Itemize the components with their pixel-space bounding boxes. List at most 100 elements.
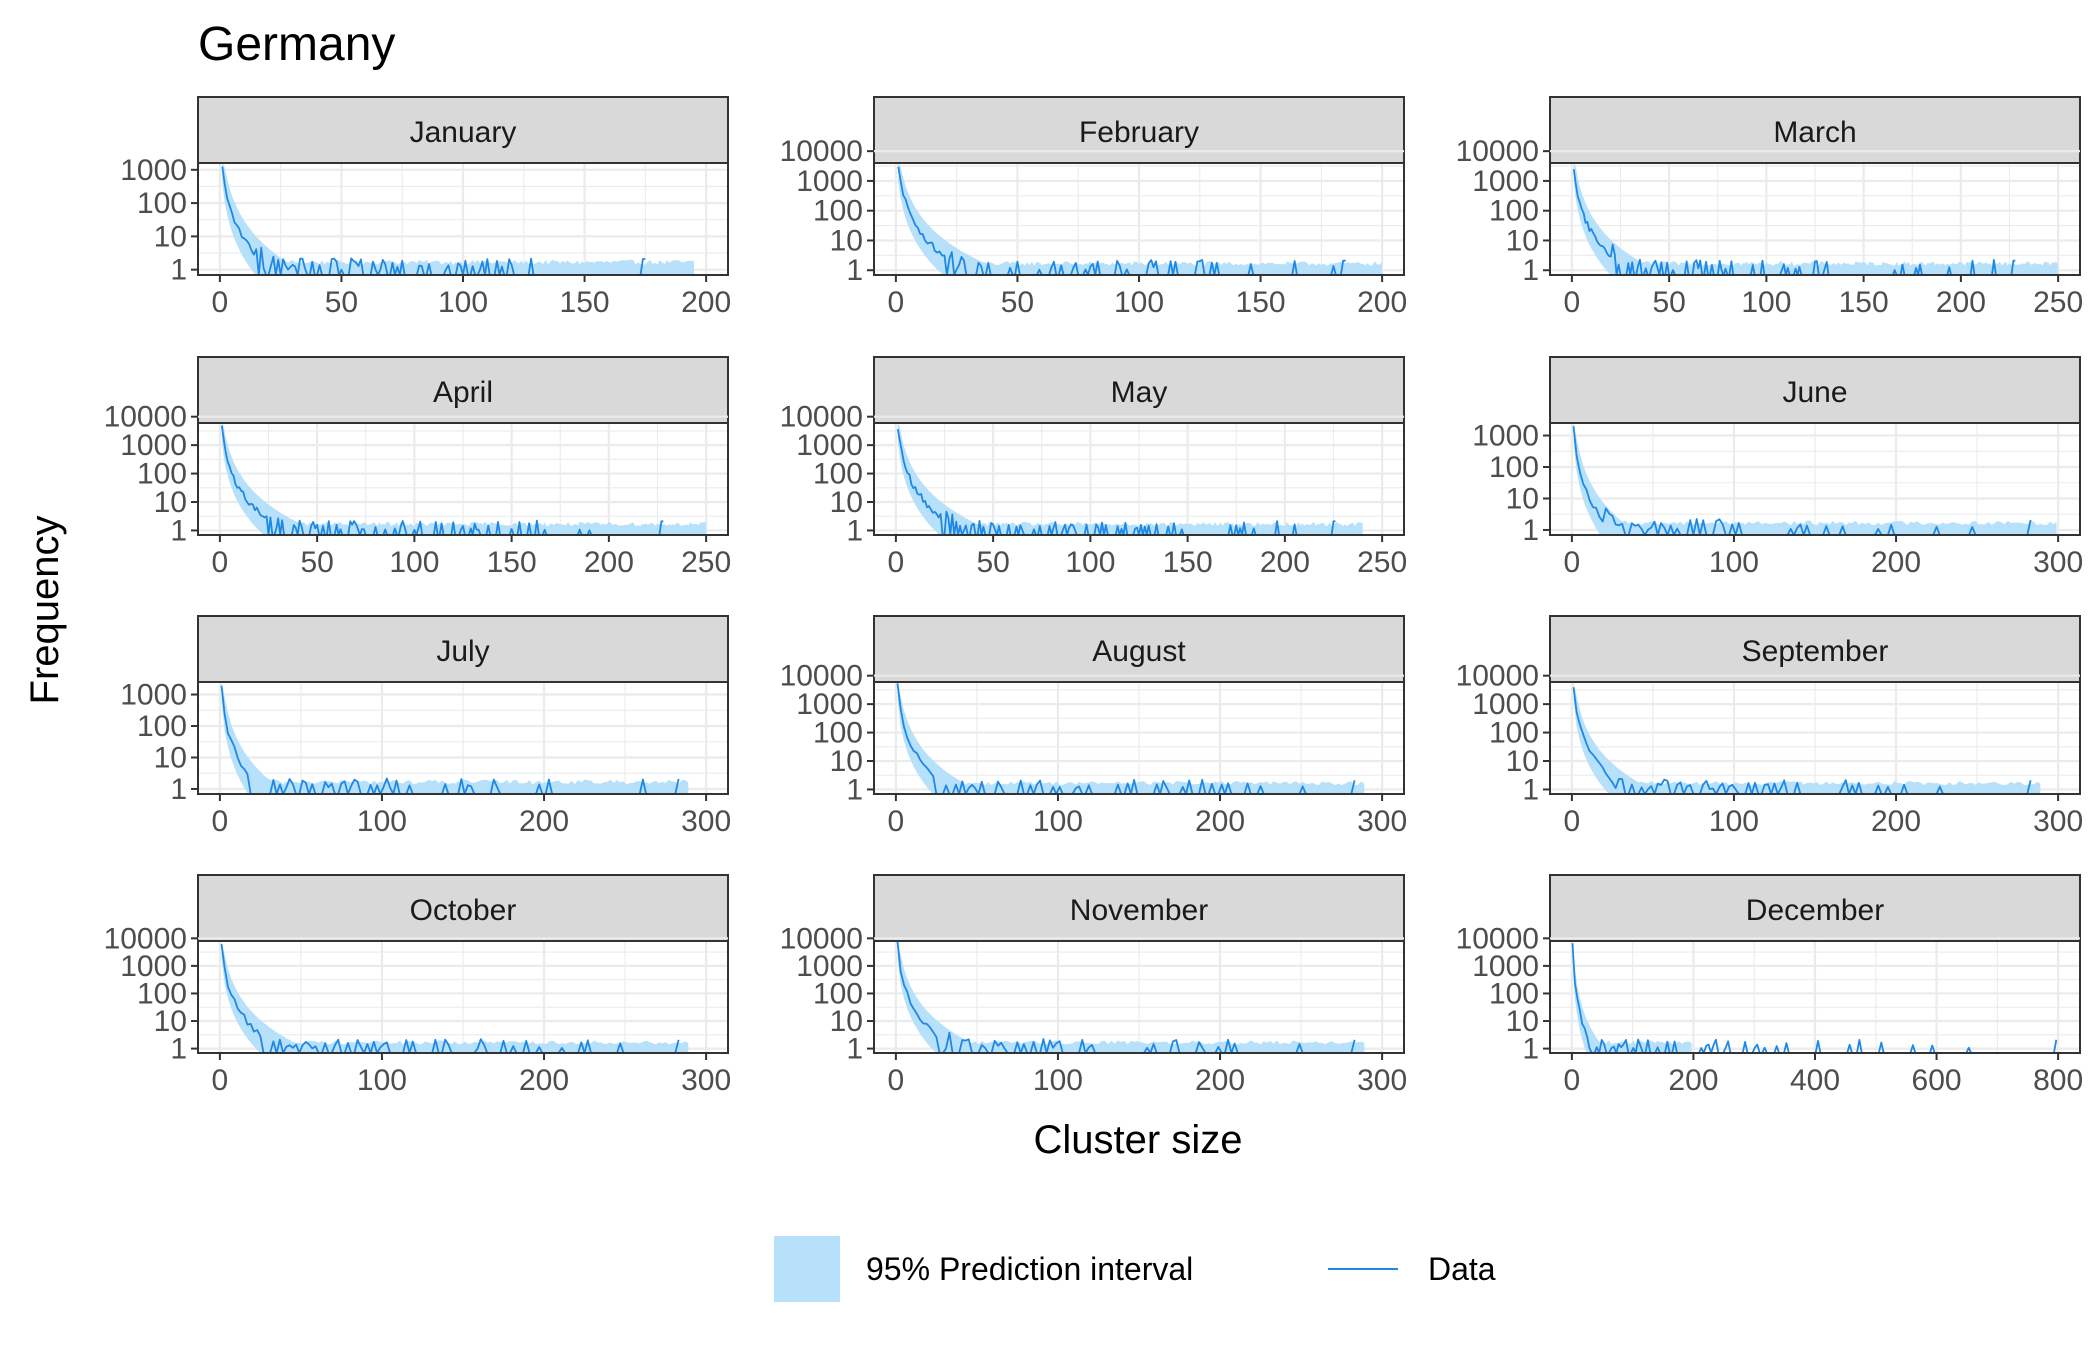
gridlines (1550, 150, 2080, 275)
y-tick-label: 1000 (120, 679, 187, 712)
x-tick-label: 0 (1564, 805, 1581, 838)
y-tick-label: 10 (154, 486, 187, 519)
x-tick-label: 100 (357, 805, 407, 838)
x-tick-label: 100 (1114, 286, 1164, 319)
x-tick-label: 50 (1001, 286, 1034, 319)
y-tick-label: 1 (1522, 1033, 1539, 1066)
y-tick-label: 10 (1506, 224, 1539, 257)
y-tick-label: 1 (170, 514, 187, 547)
panel-border (1549, 162, 2081, 276)
x-tick-label: 200 (681, 286, 731, 319)
x-tick-label: 0 (212, 286, 229, 319)
x-tick-label: 200 (1260, 546, 1310, 579)
prediction-interval-band (1573, 163, 2059, 275)
x-tick-label: 200 (519, 1064, 569, 1097)
x-tick-label: 250 (1357, 546, 1407, 579)
y-tick-label: 1 (1522, 514, 1539, 547)
x-tick-label: 200 (519, 805, 569, 838)
panel-border (1549, 681, 2081, 795)
y-tick-label: 10000 (104, 401, 187, 434)
panel-strip (873, 356, 1405, 424)
panel-strip-label: September (1742, 635, 1889, 668)
x-tick-label: 200 (1871, 546, 1921, 579)
y-tick-label: 1000 (796, 165, 863, 198)
x-tick-label: 200 (1195, 1064, 1245, 1097)
y-tick-label: 1000 (1472, 950, 1539, 983)
y-tick-label: 10 (1506, 745, 1539, 778)
data-line (220, 943, 680, 1053)
panel-border (197, 940, 729, 1054)
y-tick-label: 1000 (120, 154, 187, 187)
y-tick-label: 10 (154, 741, 187, 774)
x-tick-label: 0 (212, 1064, 229, 1097)
panel-strip (1549, 615, 2081, 683)
panel-strip-label: April (433, 376, 493, 409)
y-tick-label: 1 (170, 773, 187, 806)
y-tick-label: 10 (830, 224, 863, 257)
y-tick-label: 1000 (1472, 420, 1539, 453)
y-tick-label: 10000 (1456, 135, 1539, 168)
x-tick-label: 200 (1357, 286, 1407, 319)
y-tick-label: 1 (846, 773, 863, 806)
y-tick-label: 100 (1489, 717, 1539, 750)
y-tick-label: 10000 (1456, 660, 1539, 693)
panel-border (873, 681, 1405, 795)
y-tick-label: 1000 (1472, 165, 1539, 198)
x-tick-label: 800 (2033, 1064, 2083, 1097)
y-tick-label: 10 (830, 486, 863, 519)
x-tick-label: 0 (212, 546, 229, 579)
panel-strip (873, 874, 1405, 942)
x-tick-label: 150 (487, 546, 537, 579)
x-tick-label: 0 (1564, 546, 1581, 579)
data-line (896, 428, 1336, 535)
panel-strip-label: May (1111, 376, 1168, 409)
x-tick-label: 150 (1839, 286, 1889, 319)
data-line (1572, 169, 2016, 275)
y-tick-label: 100 (137, 977, 187, 1010)
chart-title: Germany (198, 18, 395, 71)
data-line (220, 425, 664, 535)
x-tick-label: 300 (1357, 1064, 1407, 1097)
panel-border (197, 422, 729, 536)
y-tick-label: 100 (137, 458, 187, 491)
x-tick-label: 600 (1912, 1064, 1962, 1097)
x-tick-label: 0 (888, 805, 905, 838)
y-tick-label: 10 (154, 220, 187, 253)
x-tick-label: 300 (2033, 546, 2083, 579)
x-tick-label: 250 (2033, 286, 2083, 319)
x-tick-label: 300 (681, 805, 731, 838)
x-tick-label: 200 (1871, 805, 1921, 838)
x-tick-label: 150 (1163, 546, 1213, 579)
y-tick-label: 100 (813, 717, 863, 750)
y-tick-label: 1 (846, 254, 863, 287)
y-tick-label: 10 (1506, 1005, 1539, 1038)
panel-strip-label: March (1773, 116, 1856, 149)
panel-strip-label: August (1092, 635, 1186, 668)
x-tick-label: 200 (1195, 805, 1245, 838)
y-tick-label: 1 (170, 1033, 187, 1066)
x-tick-label: 150 (560, 286, 610, 319)
panel-border (873, 940, 1405, 1054)
prediction-interval-band (898, 163, 1383, 275)
y-tick-label: 100 (813, 458, 863, 491)
x-tick-label: 300 (1357, 805, 1407, 838)
x-tick-label: 200 (1936, 286, 1986, 319)
panel-border (873, 422, 1405, 536)
y-tick-label: 1 (846, 1033, 863, 1066)
y-tick-label: 1000 (796, 429, 863, 462)
x-tick-label: 300 (681, 1064, 731, 1097)
data-line (221, 166, 646, 275)
y-tick-label: 10 (830, 745, 863, 778)
y-tick-label: 100 (813, 977, 863, 1010)
x-tick-label: 250 (681, 546, 731, 579)
x-tick-label: 0 (888, 546, 905, 579)
data-line (1572, 426, 2032, 535)
